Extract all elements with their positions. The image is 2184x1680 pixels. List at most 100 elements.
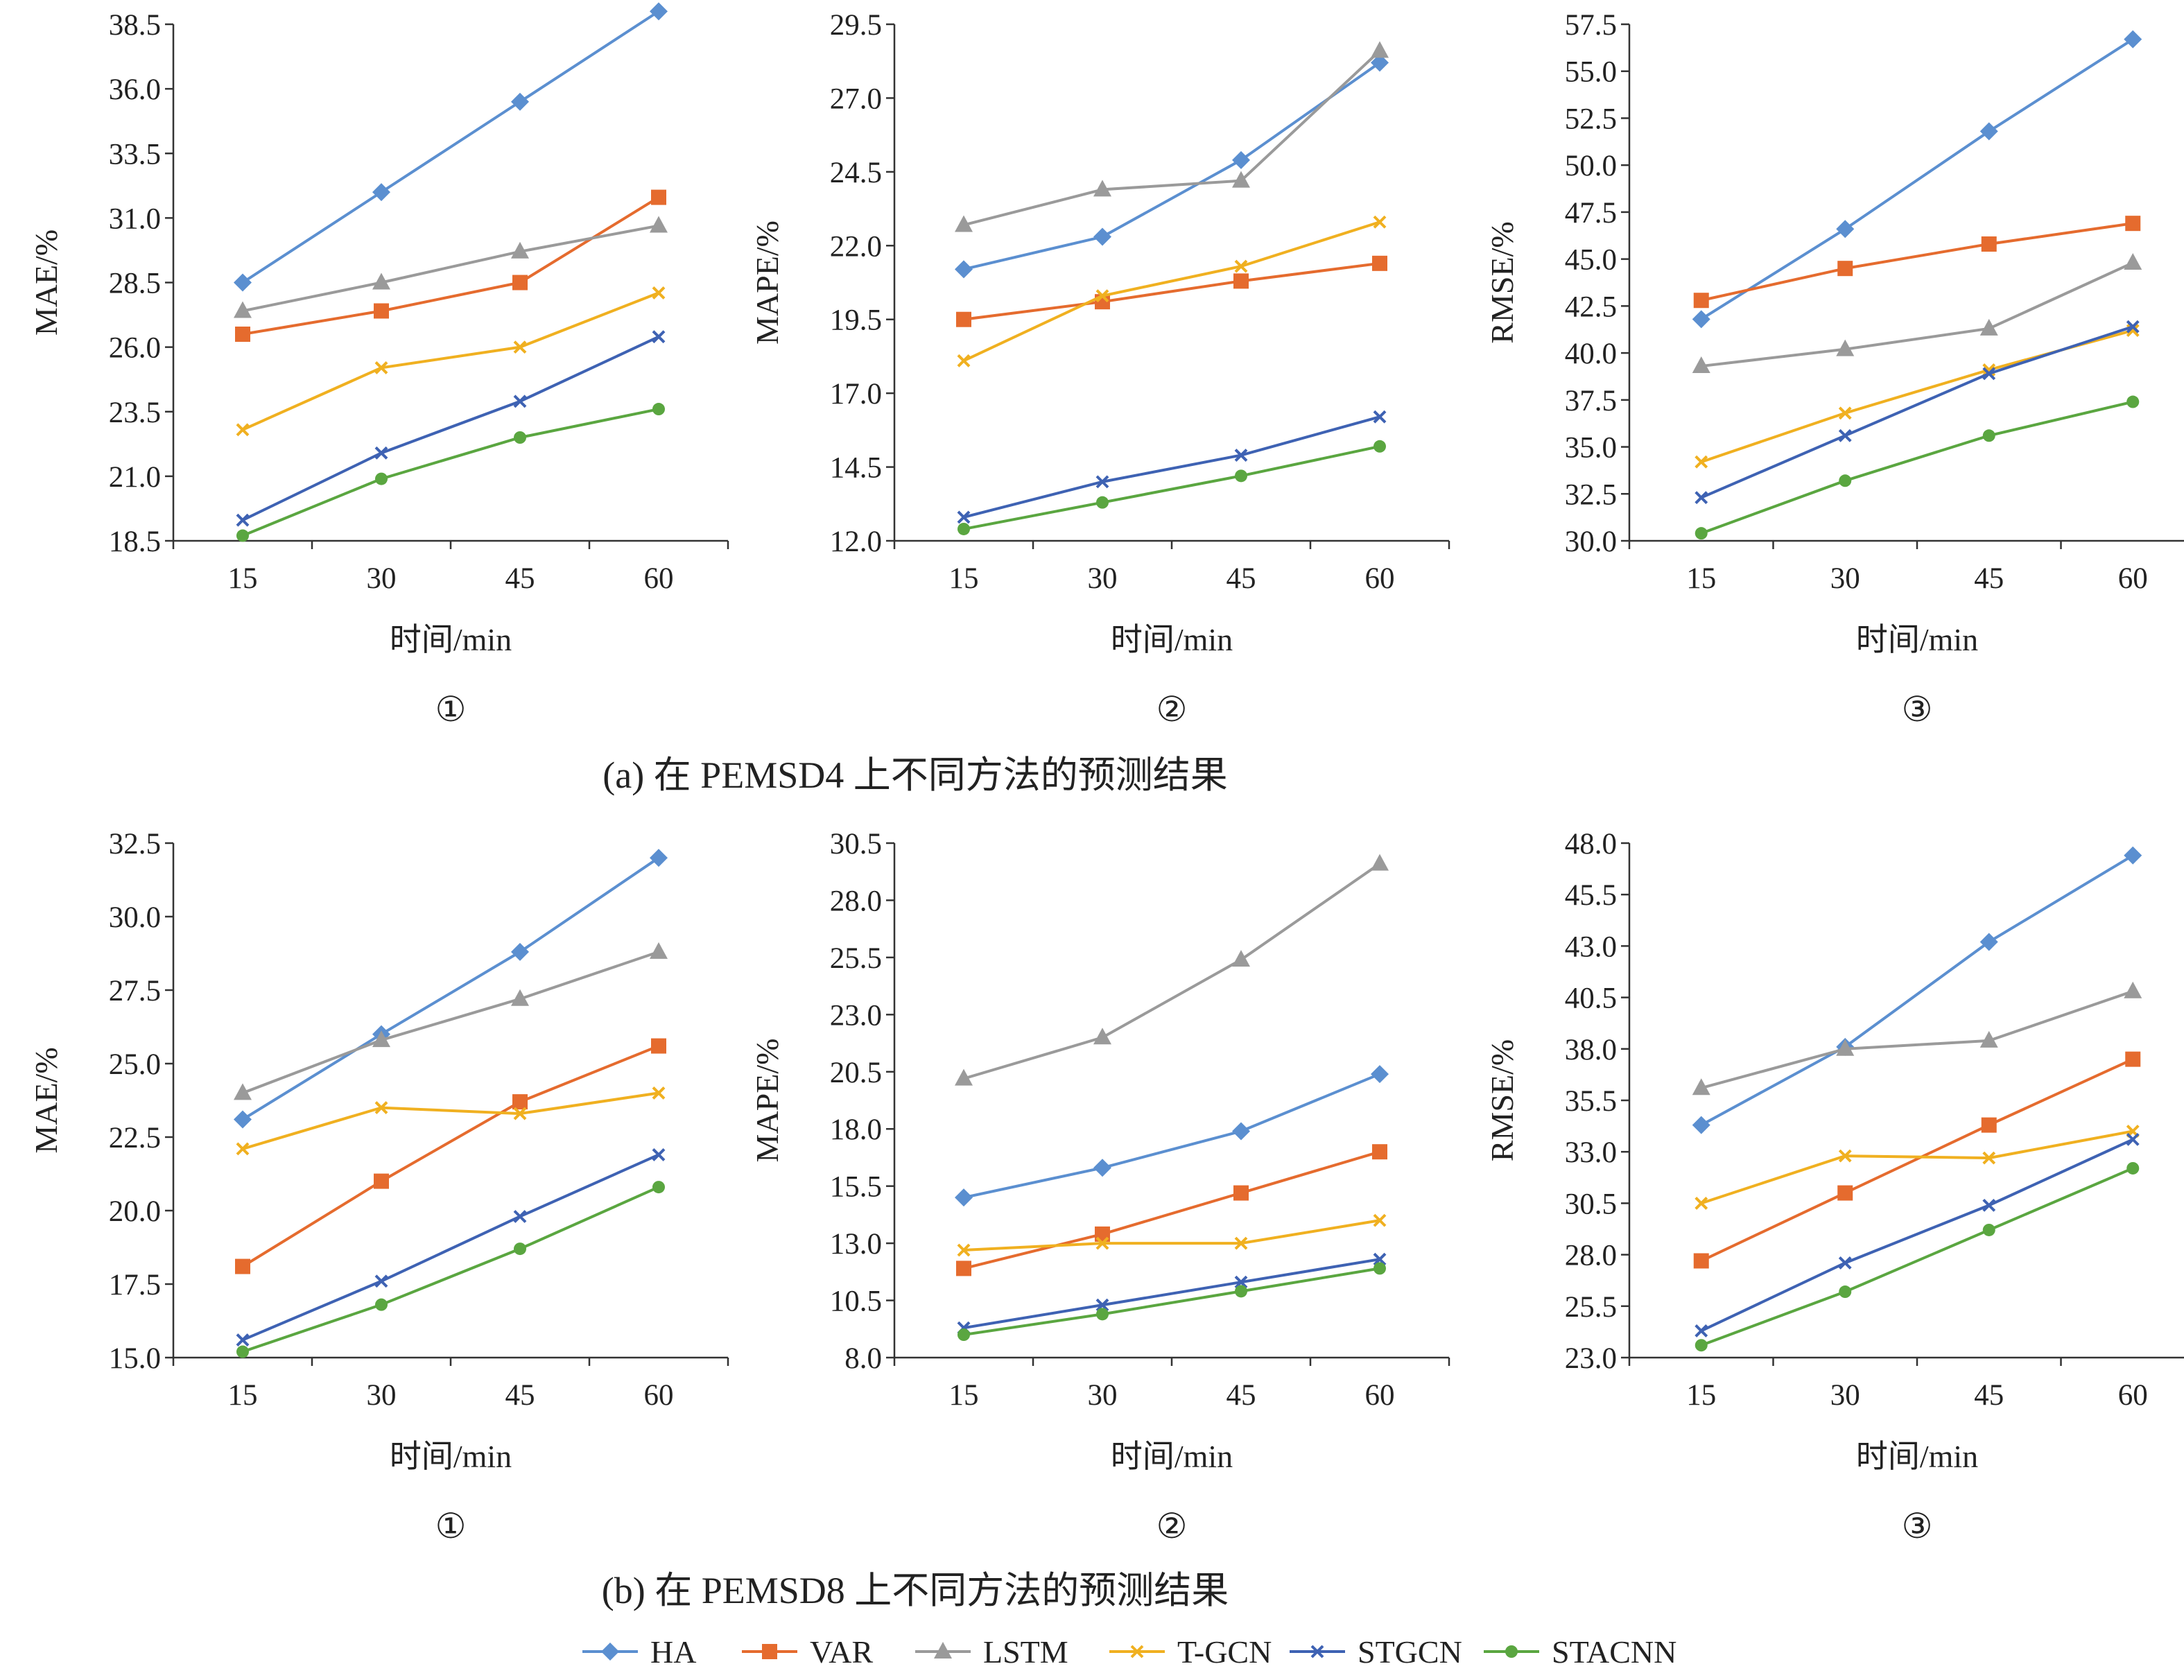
y-tick-label: 19.5 <box>830 304 882 337</box>
legend-marker <box>762 1644 777 1659</box>
legend-marker <box>601 1643 619 1661</box>
legend-marker <box>934 1642 952 1659</box>
x-tick-label: 15 <box>949 562 979 595</box>
data-point-var <box>956 311 971 327</box>
data-point-stgcn <box>1838 428 1852 442</box>
y-tick-label: 17.5 <box>109 1269 161 1301</box>
series-ha <box>955 1065 1389 1207</box>
data-point-ha <box>1836 220 1855 239</box>
data-point-t-gcn <box>1373 1213 1387 1227</box>
y-tick-label: 55.0 <box>1565 56 1617 89</box>
y-tick-label: 25.5 <box>1565 1291 1617 1324</box>
series-line-stacnn <box>1701 1167 2134 1347</box>
legend-item-lstm: LSTM <box>915 1634 1068 1670</box>
data-point-t-gcn <box>1234 1236 1248 1250</box>
series-line-var <box>1700 1057 2134 1263</box>
data-point-stgcn <box>236 1333 250 1346</box>
y-tick-label: 31.0 <box>109 202 161 235</box>
series-ha <box>955 53 1389 279</box>
data-point-stacnn <box>1839 1285 1852 1299</box>
data-point-stgcn <box>652 1148 666 1161</box>
data-point-stacnn <box>652 1181 665 1194</box>
series-line-t-gcn <box>963 1219 1380 1252</box>
y-tick-label: 47.5 <box>1565 197 1617 230</box>
y-tick-label: 22.5 <box>109 1122 161 1154</box>
data-point-lstm <box>1093 180 1111 197</box>
series-stgcn <box>957 410 1387 524</box>
data-point-lstm <box>511 989 529 1006</box>
x-tick-label: 60 <box>1365 562 1395 595</box>
x-tick-label: 15 <box>949 1379 979 1412</box>
x-axis-title: 时间/min <box>390 622 512 657</box>
series-stacnn <box>957 440 1386 535</box>
legend-item-stacnn: STACNN <box>1484 1634 1676 1670</box>
x-tick-label: 30 <box>1830 562 1860 595</box>
series-line-stgcn <box>963 1258 1380 1330</box>
data-point-stgcn <box>2126 320 2140 334</box>
data-point-lstm <box>1232 171 1250 188</box>
data-point-var <box>1837 1185 1853 1201</box>
data-point-lstm <box>372 1030 390 1048</box>
data-point-var <box>1233 1185 1249 1201</box>
y-tick-label: 43.0 <box>1565 930 1617 963</box>
y-axis-title: RMSE/% <box>1484 221 1520 343</box>
series-line-t-gcn <box>1701 329 2133 464</box>
data-point-lstm <box>511 241 529 259</box>
x-tick-label: 60 <box>644 1379 674 1412</box>
data-point-stacnn <box>1373 440 1386 453</box>
series-stgcn <box>957 1252 1387 1335</box>
x-tick-label: 45 <box>1227 562 1256 595</box>
data-point-ha <box>1232 150 1250 169</box>
series-lstm <box>955 41 1389 232</box>
data-point-t-gcn <box>513 340 527 354</box>
data-point-stacnn <box>375 472 388 485</box>
data-point-t-gcn <box>1695 455 1708 469</box>
data-point-stgcn <box>1695 1324 1708 1337</box>
data-point-ha <box>1979 933 1998 951</box>
data-point-ha <box>955 1188 973 1207</box>
legend-marker <box>1310 1645 1324 1659</box>
y-tick-label: 20.5 <box>830 1057 882 1089</box>
series-line-stacnn <box>963 1267 1380 1337</box>
legend-label: T-GCN <box>1177 1634 1272 1670</box>
y-tick-label: 42.5 <box>1565 291 1617 323</box>
data-point-ha <box>1371 1065 1389 1084</box>
series-line-var <box>963 261 1380 321</box>
y-tick-label: 29.5 <box>830 9 882 42</box>
legend-item-ha: HA <box>582 1634 696 1670</box>
data-point-var <box>512 1094 528 1110</box>
series-stacnn <box>957 1262 1386 1342</box>
y-tick-label: 24.5 <box>830 157 882 189</box>
data-point-stgcn <box>1838 1256 1852 1270</box>
data-point-ha <box>955 260 973 279</box>
y-tick-label: 32.5 <box>109 828 161 860</box>
data-point-t-gcn <box>1373 215 1387 229</box>
y-tick-label: 52.5 <box>1565 103 1617 135</box>
data-point-lstm <box>650 216 668 233</box>
data-point-lstm <box>1979 318 1998 336</box>
series-ha <box>1692 30 2142 329</box>
series-lstm <box>955 854 1389 1086</box>
series-line-var <box>241 1044 659 1268</box>
data-point-stacnn <box>1096 1308 1109 1321</box>
series-t-gcn <box>957 215 1387 367</box>
y-tick-label: 37.5 <box>1565 385 1617 417</box>
y-tick-label: 33.5 <box>109 138 161 171</box>
data-point-lstm <box>1692 356 1710 374</box>
series-line-var <box>963 1150 1380 1270</box>
data-point-stacnn <box>1373 1262 1386 1275</box>
y-tick-label: 38.0 <box>1565 1034 1617 1066</box>
series-line-ha <box>963 1073 1380 1200</box>
legend-item-t-gcn: T-GCN <box>1109 1634 1272 1670</box>
series-line-stgcn <box>242 335 659 522</box>
data-point-var <box>651 1038 666 1054</box>
data-point-var <box>1233 273 1249 289</box>
data-point-stgcn <box>1695 491 1708 505</box>
series-line-lstm <box>1701 261 2134 368</box>
data-point-stgcn <box>1373 410 1387 424</box>
x-tick-label: 60 <box>2118 1379 2148 1412</box>
data-point-ha <box>1979 122 1998 141</box>
series-line-ha <box>241 10 660 284</box>
chart-a1: 18.5 21.0 23.5 26.0 28.5 31.0 33.5 36.0 38.5 15 30… <box>28 2 729 729</box>
data-point-stacnn <box>375 1298 388 1311</box>
